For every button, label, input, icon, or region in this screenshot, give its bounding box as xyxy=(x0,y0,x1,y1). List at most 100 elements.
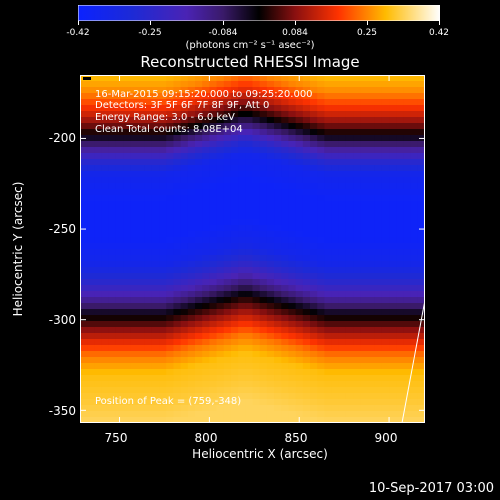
heatmap-cell xyxy=(101,333,110,340)
heatmap-cell xyxy=(266,393,275,400)
heatmap-cell xyxy=(288,291,297,298)
heatmap-cell xyxy=(345,351,354,358)
heatmap-cell xyxy=(360,363,369,370)
heatmap-cell xyxy=(151,399,160,406)
heatmap-cell xyxy=(202,105,210,112)
heatmap-cell xyxy=(338,273,347,280)
heatmap-cell xyxy=(410,195,419,202)
heatmap-cell xyxy=(317,291,325,298)
heatmap-cell xyxy=(180,321,189,328)
heatmap-cell xyxy=(396,417,405,423)
heatmap-cell xyxy=(195,405,203,412)
heatmap-cell xyxy=(173,81,182,88)
heatmap-cell xyxy=(353,123,361,130)
heatmap-cell xyxy=(288,141,297,148)
heatmap-cell xyxy=(381,261,390,268)
heatmap-cell xyxy=(245,99,254,106)
heatmap-cell xyxy=(202,285,210,292)
heatmap-cell xyxy=(389,309,397,316)
heatmap-cell xyxy=(389,273,397,280)
heatmap-cell xyxy=(374,321,383,328)
heatmap-cell xyxy=(360,231,369,238)
heatmap-cell xyxy=(295,345,304,352)
heatmap-cell xyxy=(238,219,246,226)
heatmap-cell xyxy=(353,237,361,244)
heatmap-cell xyxy=(302,165,311,172)
heatmap-cell xyxy=(238,417,246,423)
heatmap-cell xyxy=(94,285,103,292)
heatmap-cell xyxy=(216,279,225,286)
heatmap-cell xyxy=(238,297,246,304)
heatmap-cell xyxy=(381,327,390,334)
heatmap-cell xyxy=(230,207,239,214)
heatmap-cell xyxy=(396,225,405,232)
heatmap-cell xyxy=(94,375,103,382)
heatmap-cell xyxy=(317,123,325,130)
heatmap-cell xyxy=(108,213,117,220)
heatmap-cell xyxy=(353,291,361,298)
heatmap-cell xyxy=(173,117,182,124)
heatmap-cell xyxy=(202,75,210,82)
heatmap-cell xyxy=(159,273,167,280)
heatmap-cell xyxy=(209,177,218,184)
heatmap-cell xyxy=(166,309,175,316)
heatmap-cell xyxy=(180,213,189,220)
heatmap-cell xyxy=(166,105,175,112)
heatmap-cell xyxy=(115,207,124,214)
heatmap-cell xyxy=(259,351,268,358)
heatmap-cell xyxy=(180,87,189,94)
heatmap-cell xyxy=(159,279,167,286)
heatmap-cell xyxy=(417,93,425,100)
heatmap-cell xyxy=(374,381,383,388)
heatmap-cell xyxy=(209,243,218,250)
heatmap-cell xyxy=(202,81,210,88)
heatmap-cell xyxy=(417,183,425,190)
heatmap-cell xyxy=(180,111,189,118)
heatmap-cell xyxy=(274,345,282,352)
heatmap-cell xyxy=(202,327,210,334)
heatmap-cell xyxy=(94,255,103,262)
heatmap-cell xyxy=(345,117,354,124)
heatmap-cell xyxy=(266,411,275,418)
heatmap-cell xyxy=(374,297,383,304)
heatmap-cell xyxy=(281,111,290,118)
heatmap-cell xyxy=(367,87,376,94)
heatmap-cell xyxy=(403,201,412,208)
heatmap-cell xyxy=(374,147,383,154)
heatmap-cell xyxy=(144,213,153,220)
heatmap-cell xyxy=(367,381,376,388)
heatmap-cell xyxy=(288,417,297,423)
heatmap-cell xyxy=(151,303,160,310)
heatmap-cell xyxy=(173,219,182,226)
heatmap-cell xyxy=(173,393,182,400)
heatmap-cell xyxy=(195,321,203,328)
axis-tick xyxy=(298,75,300,81)
heatmap-cell xyxy=(180,195,189,202)
heatmap-cell xyxy=(389,411,397,418)
heatmap-cell xyxy=(245,105,254,112)
heatmap-cell xyxy=(151,93,160,100)
heatmap-cell xyxy=(374,87,383,94)
heatmap-cell xyxy=(410,381,419,388)
heatmap-cell xyxy=(245,243,254,250)
heatmap-cell xyxy=(159,351,167,358)
heatmap-cell xyxy=(360,237,369,244)
heatmap-cell xyxy=(252,117,261,124)
heatmap-cell xyxy=(252,147,261,154)
heatmap-cell xyxy=(295,363,304,370)
heatmap-cell xyxy=(417,393,425,400)
heatmap-cell xyxy=(115,213,124,220)
heatmap-cell xyxy=(216,159,225,166)
heatmap-cell xyxy=(166,165,175,172)
heatmap-cell xyxy=(338,141,347,148)
heatmap-cell xyxy=(137,183,146,190)
heatmap-cell xyxy=(216,387,225,394)
heatmap-cell xyxy=(274,81,282,88)
heatmap-cell xyxy=(245,213,254,220)
heatmap-cell xyxy=(187,243,196,250)
heatmap-cell xyxy=(216,135,225,142)
heatmap-cell xyxy=(274,87,282,94)
heatmap-cell xyxy=(166,81,175,88)
heatmap-cell xyxy=(123,369,131,376)
heatmap-cell xyxy=(209,309,218,316)
